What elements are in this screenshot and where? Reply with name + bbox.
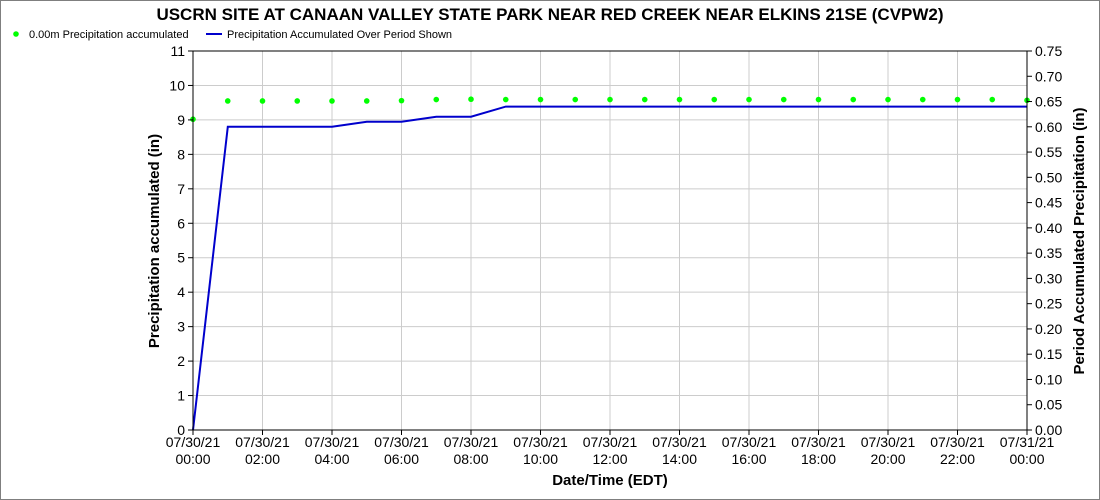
data-point-precipitation-accumulated	[572, 96, 579, 103]
x-tick-label-time: 16:00	[731, 451, 766, 467]
series-layer	[190, 96, 1030, 431]
y-left-tick-label: 6	[177, 215, 185, 231]
x-tick-label-time: 02:00	[245, 451, 280, 467]
x-tick-label-time: 18:00	[801, 451, 836, 467]
y-left-tick-label: 11	[170, 43, 185, 59]
data-point-precipitation-accumulated	[919, 96, 926, 103]
y-axis-right-title: Period Accumulated Precipitation (in)	[1071, 108, 1088, 375]
data-point-precipitation-accumulated	[398, 97, 405, 104]
data-point-precipitation-accumulated	[224, 98, 231, 104]
x-axis: 07/30/2100:0007/30/2102:0007/30/2104:000…	[166, 430, 1055, 467]
y-right-tick-label: 0.05	[1035, 397, 1062, 413]
data-point-precipitation-accumulated	[259, 98, 266, 104]
series-line-period-accumulated	[192, 105, 1027, 431]
x-tick-label-time: 00:00	[1009, 451, 1044, 467]
x-tick-label-date: 07/30/21	[722, 434, 777, 450]
data-point-precipitation-accumulated	[329, 98, 335, 104]
x-tick-label-time: 20:00	[870, 451, 905, 467]
x-tick-label-date: 07/31/21	[1000, 434, 1055, 450]
x-tick-label-time: 22:00	[940, 451, 975, 467]
data-point-precipitation-accumulated	[746, 96, 752, 103]
y-right-tick-label: 0.25	[1035, 296, 1062, 312]
data-point-precipitation-accumulated	[885, 96, 891, 103]
x-tick-label-time: 08:00	[453, 451, 488, 467]
y-left-tick-label: 8	[177, 146, 185, 162]
x-tick-label-date: 07/30/21	[583, 434, 638, 450]
y-right-tick-label: 0.65	[1035, 94, 1062, 110]
data-point-precipitation-accumulated	[468, 96, 474, 103]
x-tick-label-date: 07/30/21	[791, 434, 846, 450]
data-point-precipitation-accumulated	[363, 98, 370, 104]
x-tick-label-date: 07/30/21	[513, 434, 568, 450]
x-tick-label-date: 07/30/21	[652, 434, 707, 450]
x-tick-label-time: 00:00	[175, 451, 210, 467]
legend-marker-precipitation-accumulated	[13, 31, 19, 37]
data-point-precipitation-accumulated	[989, 96, 996, 103]
y-left-tick-label: 2	[177, 353, 185, 369]
grid	[192, 50, 1028, 431]
y-left-tick-label: 10	[169, 77, 185, 93]
y-right-tick-label: 0.70	[1035, 68, 1062, 84]
data-point-precipitation-accumulated	[676, 96, 683, 103]
data-point-precipitation-accumulated	[502, 96, 509, 103]
y-right-tick-label: 0.15	[1035, 346, 1062, 362]
x-tick-label-date: 07/30/21	[930, 434, 985, 450]
x-tick-label-date: 07/30/21	[444, 434, 499, 450]
x-tick-label-date: 07/30/21	[305, 434, 360, 450]
y-right-tick-label: 0.00	[1035, 422, 1062, 438]
data-point-precipitation-accumulated	[711, 96, 718, 103]
data-point-precipitation-accumulated	[294, 98, 301, 104]
data-point-precipitation-accumulated	[850, 96, 857, 103]
legend-label-period-accumulated: Precipitation Accumulated Over Period Sh…	[227, 29, 452, 41]
y-right-tick-label: 0.45	[1035, 195, 1062, 211]
y-right-tick-label: 0.10	[1035, 371, 1062, 387]
legend: 0.00m Precipitation accumulated Precipit…	[13, 29, 452, 41]
data-point-precipitation-accumulated	[537, 96, 544, 103]
x-axis-title: Date/Time (EDT)	[552, 472, 668, 489]
y-axis-right: 0.00 0.05 0.10 0.15 0.20 0.25 0.30 0.35 0.40 0.45…	[1027, 43, 1062, 438]
data-point-precipitation-accumulated	[607, 96, 613, 103]
x-tick-label-time: 10:00	[523, 451, 558, 467]
y-axis-left: 0 1 2 3 4 5 6 7 8 9 10 11	[169, 43, 193, 438]
y-right-tick-label: 0.40	[1035, 220, 1062, 236]
x-tick-label-date: 07/30/21	[374, 434, 429, 450]
y-right-tick-label: 0.55	[1035, 144, 1062, 160]
y-right-tick-label: 0.35	[1035, 245, 1062, 261]
y-left-tick-label: 3	[177, 319, 185, 335]
data-point-precipitation-accumulated	[433, 96, 440, 103]
y-left-tick-label: 4	[177, 284, 185, 300]
data-point-precipitation-accumulated	[641, 96, 648, 103]
y-right-tick-label: 0.75	[1035, 43, 1062, 59]
x-tick-label-time: 06:00	[384, 451, 419, 467]
y-left-tick-label: 1	[177, 388, 185, 404]
data-point-precipitation-accumulated	[815, 96, 822, 103]
data-point-precipitation-accumulated	[954, 96, 961, 103]
x-tick-label-time: 14:00	[662, 451, 697, 467]
x-tick-label-date: 07/30/21	[861, 434, 916, 450]
data-point-precipitation-accumulated	[780, 96, 787, 103]
y-axis-left-title: Precipitation accumulated (in)	[146, 134, 163, 348]
y-left-tick-label: 0	[177, 422, 185, 438]
y-right-tick-label: 0.30	[1035, 270, 1062, 286]
chart-title: USCRN SITE AT CANAAN VALLEY STATE PARK N…	[156, 5, 943, 24]
y-left-tick-label: 7	[177, 181, 185, 197]
legend-label-precipitation-accumulated: 0.00m Precipitation accumulated	[29, 29, 189, 41]
y-right-tick-label: 0.50	[1035, 169, 1062, 185]
y-left-tick-label: 9	[177, 112, 185, 128]
y-right-tick-label: 0.60	[1035, 119, 1062, 135]
x-tick-label-time: 04:00	[314, 451, 349, 467]
x-tick-label-time: 12:00	[592, 451, 627, 467]
y-left-tick-label: 5	[177, 250, 185, 266]
x-tick-label-date: 07/30/21	[166, 434, 221, 450]
x-tick-label-date: 07/30/21	[235, 434, 290, 450]
y-right-tick-label: 0.20	[1035, 321, 1062, 337]
